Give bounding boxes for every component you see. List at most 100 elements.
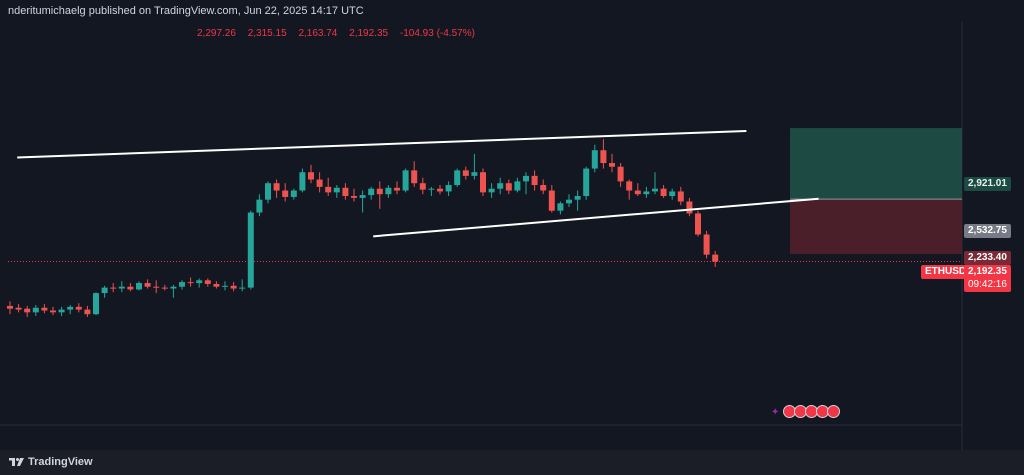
countdown-label: 09:42:16 <box>964 278 1011 292</box>
stop-zone <box>790 199 962 255</box>
candle-body <box>703 234 710 255</box>
candle-body <box>136 283 142 290</box>
candle-body <box>144 283 151 287</box>
candle-body <box>325 186 332 193</box>
economic-events[interactable]: ✦ <box>771 404 841 420</box>
candle-body <box>454 170 461 186</box>
candle-body <box>15 307 22 310</box>
target-zone <box>790 128 962 200</box>
lightning-icon: ✦ <box>771 407 780 418</box>
candle-body <box>161 287 168 289</box>
candle-body <box>523 175 529 182</box>
stop-price-label: 2,233.40 <box>964 251 1011 265</box>
price-chart[interactable] <box>0 0 1024 450</box>
candle-body <box>437 188 443 192</box>
candle-body <box>67 306 74 310</box>
candle-body <box>686 201 693 214</box>
candle-body <box>574 196 581 200</box>
ohlc-high: 2,315.15 <box>247 28 287 39</box>
candle-body <box>505 183 512 191</box>
candle-body <box>471 172 478 176</box>
candle-body <box>222 285 228 287</box>
candle-body <box>385 187 392 195</box>
candle-body <box>540 185 547 191</box>
candle-body <box>376 188 383 195</box>
channel-upper-line <box>17 129 747 159</box>
candle-body <box>428 188 435 190</box>
candle-body <box>32 307 39 313</box>
channel-lower-line <box>373 197 819 238</box>
candle-body <box>617 166 624 182</box>
candle-body <box>557 203 564 211</box>
candle-body <box>712 254 719 262</box>
candle-body <box>265 183 271 200</box>
candle-body <box>531 175 538 186</box>
ohlc-change: -104.93 (-4.57%) <box>399 28 475 39</box>
ohlc-close: 2,192.35 <box>349 28 389 39</box>
candle-body <box>179 282 185 287</box>
ohlc-low: 2,163.74 <box>298 28 338 39</box>
candle-body <box>24 308 31 313</box>
candle-body <box>75 306 82 310</box>
candle-body <box>695 213 701 235</box>
candle-body <box>342 187 349 197</box>
candle-body <box>204 280 211 284</box>
candle-body <box>7 305 13 309</box>
candle-body <box>282 190 289 197</box>
footer-bar: TradingView <box>0 450 1024 475</box>
candle-body <box>583 168 590 197</box>
candle-body <box>677 191 684 202</box>
candle-body <box>445 185 452 192</box>
candle-body <box>273 183 280 191</box>
candle-body <box>351 196 357 198</box>
candle-body <box>256 199 263 213</box>
candle-body <box>591 150 598 169</box>
candle-body <box>187 282 194 284</box>
candle-body <box>93 293 99 315</box>
candle-body <box>41 307 48 311</box>
candle-body <box>316 179 323 187</box>
publisher-line: nderitumichaelg published on TradingView… <box>8 5 364 17</box>
ohlc-open: 2,297.26 <box>197 28 236 39</box>
candle-body <box>394 187 400 191</box>
candle-body <box>84 309 91 315</box>
candle-body <box>480 172 486 193</box>
current-price-label: 2,192.35 <box>964 265 1011 279</box>
candle-body <box>213 283 220 287</box>
candle-body <box>299 172 306 191</box>
candle-body <box>462 170 469 176</box>
candle-body <box>247 212 254 288</box>
candle-body <box>411 170 418 184</box>
candle-body <box>497 183 504 189</box>
entry-price-label: 2,532.75 <box>964 224 1011 238</box>
candle-body <box>239 287 246 289</box>
candle-body <box>308 172 314 180</box>
publisher-bar: nderitumichaelg published on TradingView… <box>0 0 1024 22</box>
candle-body <box>514 181 521 191</box>
candle-body <box>609 163 615 167</box>
candle-body <box>566 199 572 204</box>
tradingview-logo-icon <box>9 458 24 466</box>
candle-body <box>643 191 650 195</box>
candle-body <box>230 285 237 289</box>
candle-body <box>548 190 555 211</box>
candle-body <box>196 280 203 284</box>
ohlc-legend: 2,297.26 2,315.15 2,163.74 2,192.35 -104… <box>197 28 484 39</box>
flag-icon[interactable] <box>827 405 840 418</box>
candle-body <box>50 310 56 313</box>
candle-body <box>101 287 108 294</box>
candle-body <box>634 190 641 195</box>
candle-body <box>118 286 125 289</box>
candle-body <box>419 183 426 190</box>
candle-body <box>333 187 340 193</box>
candle-body <box>368 188 375 196</box>
candle-body <box>652 188 658 192</box>
candle-body <box>402 170 409 191</box>
candle-body <box>669 191 676 197</box>
candle-body <box>170 286 177 289</box>
symbol-label: ETHUSD <box>921 265 971 279</box>
candle-body <box>110 287 117 289</box>
candle-body <box>58 309 65 313</box>
candle-body <box>488 188 495 193</box>
candle-body <box>290 190 297 197</box>
